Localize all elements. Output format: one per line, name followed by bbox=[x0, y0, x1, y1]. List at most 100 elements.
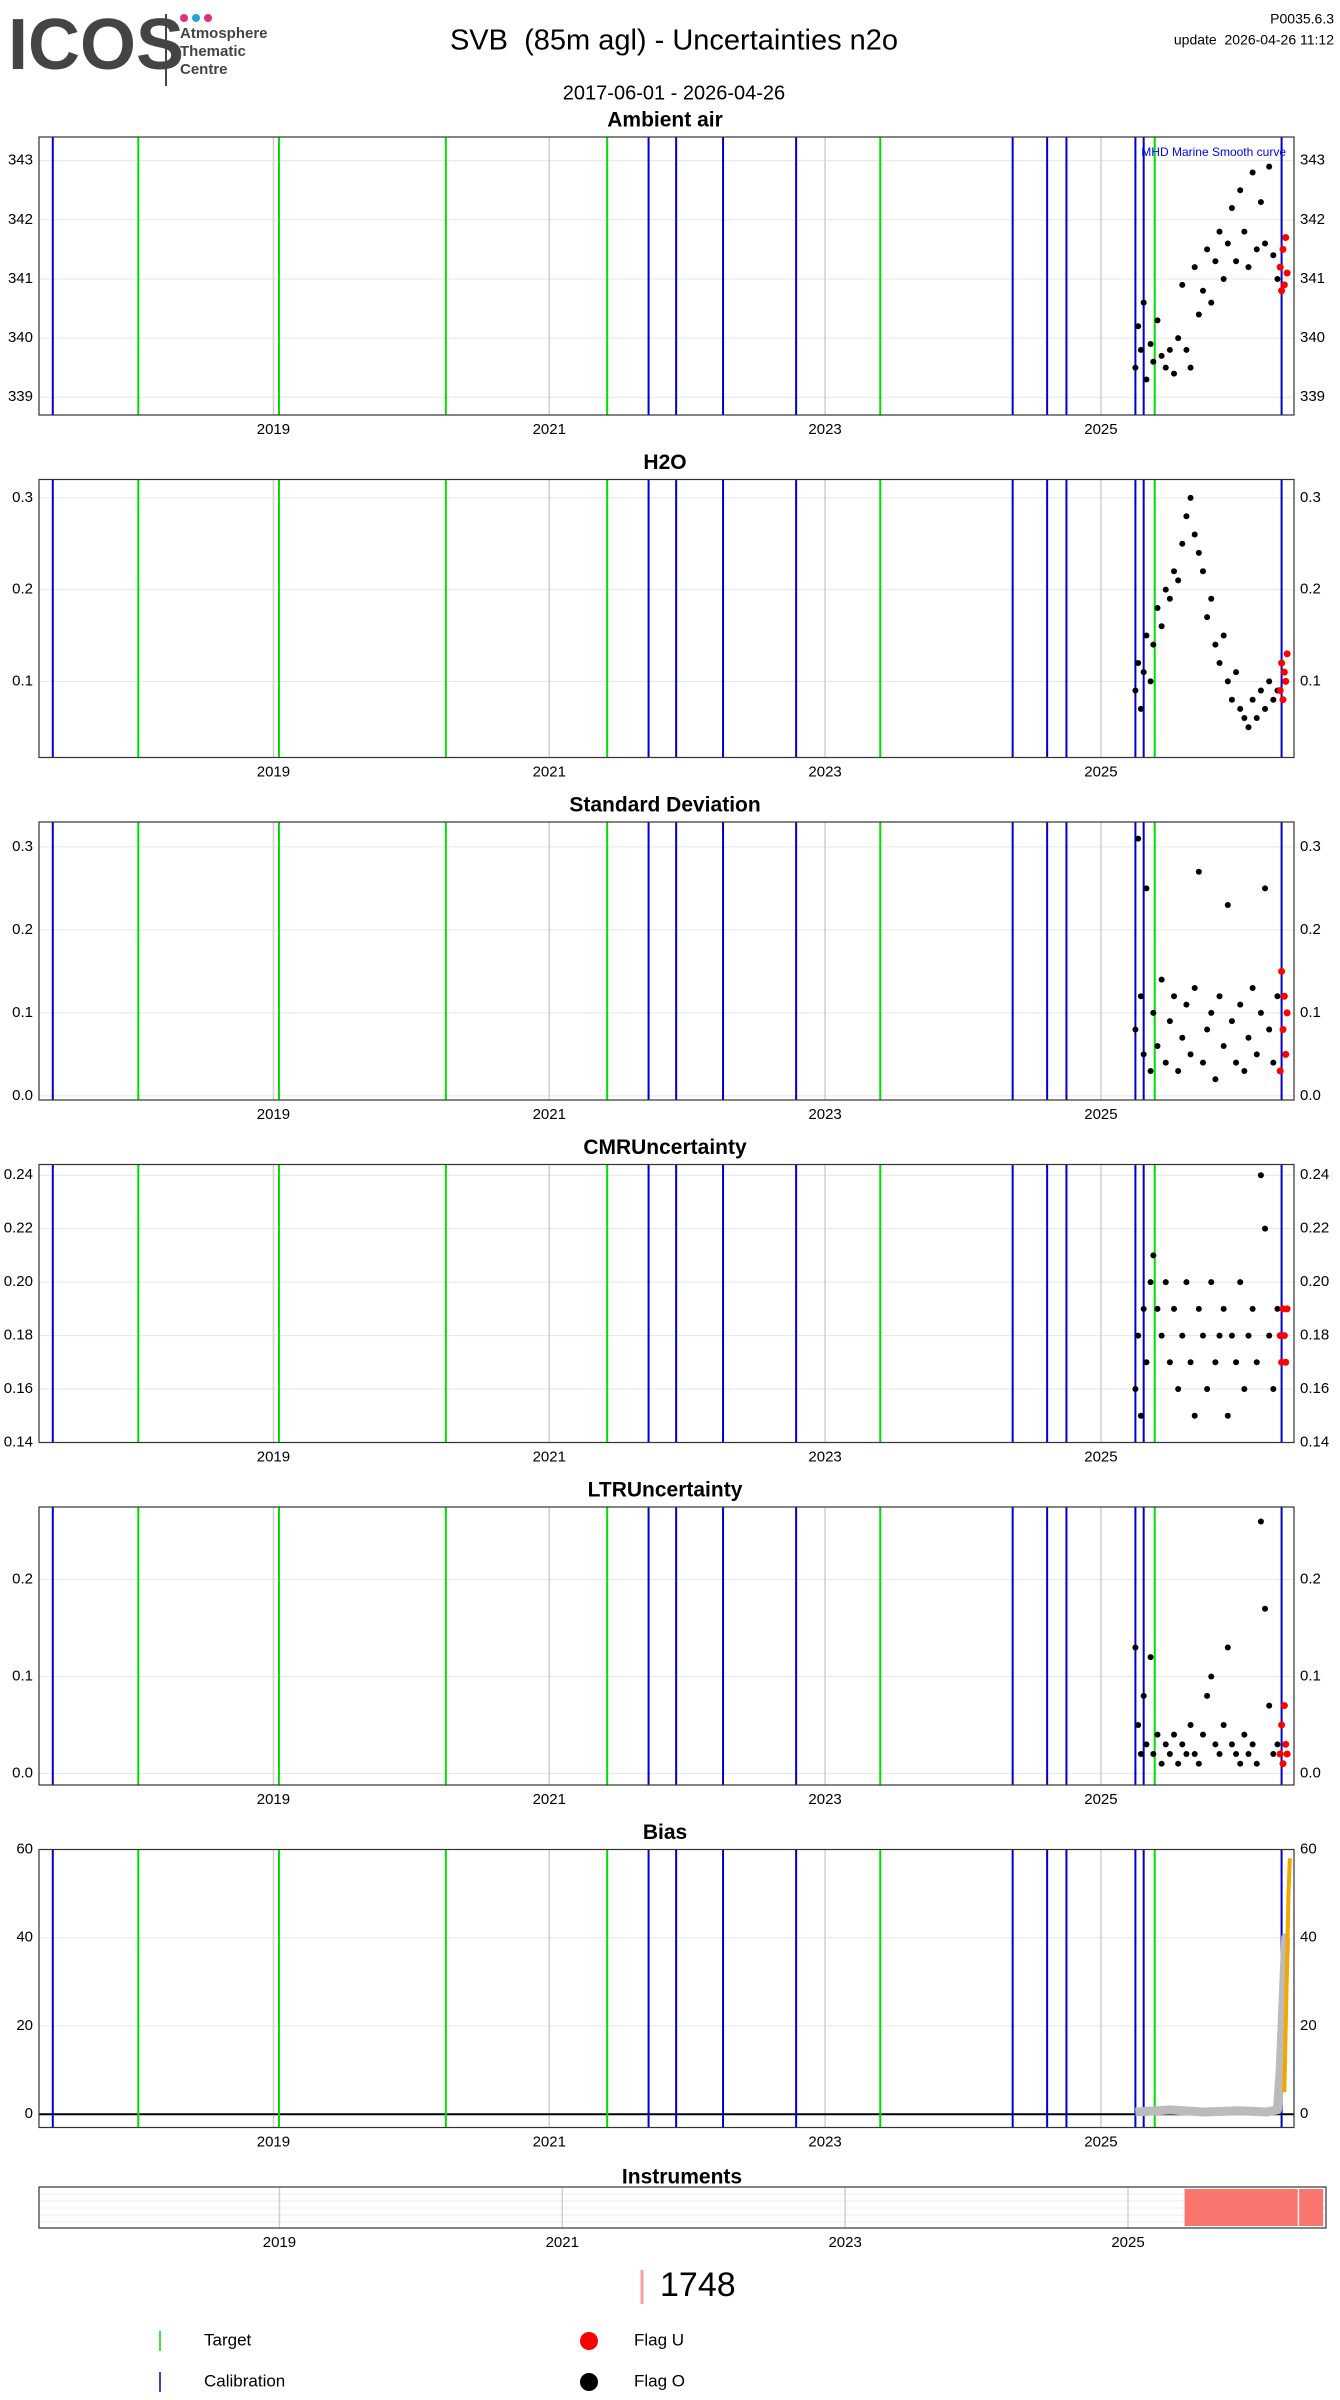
panel-frame bbox=[38, 478, 1295, 759]
y-tick-label-right: 0.2 bbox=[1300, 1571, 1321, 1588]
data-point bbox=[1249, 169, 1256, 176]
logo-dot bbox=[192, 14, 200, 22]
y-tick-label-right: 0.0 bbox=[1300, 1764, 1321, 1781]
panel-frame bbox=[38, 1163, 1295, 1444]
x-tick-label: 2025 bbox=[1084, 2133, 1117, 2150]
data-point bbox=[1274, 993, 1281, 1000]
code: P0035.6.3 bbox=[1270, 11, 1334, 27]
data-point bbox=[1143, 885, 1150, 892]
data-point bbox=[1175, 1386, 1182, 1393]
data-point bbox=[1249, 696, 1256, 703]
period: 2017-06-01 - 2026-04-26 bbox=[563, 82, 785, 104]
flag-point bbox=[1282, 1740, 1290, 1748]
data-point bbox=[1154, 1043, 1161, 1050]
y-tick-label: 0.1 bbox=[12, 1004, 33, 1021]
panel-title: LTRUncertainty bbox=[588, 1479, 743, 1502]
x-tick-label: 2021 bbox=[533, 1791, 566, 1808]
data-point bbox=[1208, 299, 1215, 306]
data-point bbox=[1171, 1305, 1178, 1312]
data-point bbox=[1237, 1279, 1244, 1286]
data-point bbox=[1158, 352, 1165, 359]
y-tick-label-right: 0.22 bbox=[1300, 1220, 1329, 1237]
data-point bbox=[1249, 984, 1256, 991]
data-point bbox=[1143, 632, 1150, 639]
data-point bbox=[1154, 1731, 1161, 1738]
data-point bbox=[1216, 1332, 1223, 1339]
flag-point bbox=[1280, 1702, 1288, 1710]
data-point bbox=[1158, 1332, 1165, 1339]
x-tick-label: 2021 bbox=[533, 1448, 566, 1465]
flag-point bbox=[1283, 1750, 1291, 1758]
data-point bbox=[1262, 1605, 1269, 1612]
flag-point bbox=[1276, 1067, 1284, 1075]
data-point bbox=[1204, 1692, 1211, 1699]
data-point bbox=[1166, 1359, 1173, 1366]
y-tick-label-right: 0 bbox=[1300, 2105, 1308, 2122]
data-point bbox=[1191, 264, 1198, 271]
data-point bbox=[1270, 252, 1277, 259]
data-point bbox=[1135, 1332, 1142, 1339]
flag-point bbox=[1282, 234, 1290, 242]
bias-line bbox=[1135, 1933, 1291, 2117]
y-tick-label-right: 341 bbox=[1300, 270, 1325, 287]
data-point bbox=[1237, 187, 1244, 194]
data-point bbox=[1158, 1760, 1165, 1767]
x-tick-label: 2025 bbox=[1084, 1448, 1117, 1465]
data-point bbox=[1262, 885, 1269, 892]
data-point bbox=[1253, 1051, 1260, 1058]
data-point bbox=[1266, 678, 1273, 685]
data-point bbox=[1228, 696, 1235, 703]
data-point bbox=[1187, 1721, 1194, 1728]
data-point bbox=[1237, 1001, 1244, 1008]
update: update 2026-04-26 11:12 bbox=[1174, 32, 1334, 48]
data-point bbox=[1241, 1386, 1248, 1393]
data-point bbox=[1199, 1731, 1206, 1738]
data-point bbox=[1158, 623, 1165, 630]
data-point bbox=[1154, 317, 1161, 324]
y-tick-label-right: 0.3 bbox=[1300, 489, 1321, 506]
data-point bbox=[1179, 281, 1186, 288]
data-point bbox=[1135, 659, 1142, 666]
y-tick-label: 341 bbox=[8, 270, 33, 287]
data-point bbox=[1208, 1009, 1215, 1016]
data-point bbox=[1171, 568, 1178, 575]
data-point bbox=[1224, 678, 1231, 685]
y-tick-label: 0.3 bbox=[12, 489, 33, 506]
data-point bbox=[1175, 577, 1182, 584]
data-point bbox=[1220, 1043, 1227, 1050]
y-tick-label: 0.20 bbox=[4, 1273, 33, 1290]
flag-point bbox=[1283, 1009, 1291, 1017]
data-point bbox=[1171, 370, 1178, 377]
y-tick-label-right: 339 bbox=[1300, 388, 1325, 405]
data-point bbox=[1191, 984, 1198, 991]
data-point bbox=[1166, 1018, 1173, 1025]
data-point bbox=[1162, 1279, 1169, 1286]
instrument-bar bbox=[1184, 2189, 1298, 2226]
data-point bbox=[1132, 364, 1139, 371]
y-tick-label-right: 0.24 bbox=[1300, 1166, 1329, 1183]
data-point bbox=[1241, 1067, 1248, 1074]
data-point bbox=[1262, 1225, 1269, 1232]
data-point bbox=[1154, 604, 1161, 611]
data-point bbox=[1270, 1059, 1277, 1066]
y-tick-label: 0.22 bbox=[4, 1220, 33, 1237]
annotation: MHD Marine Smooth curve bbox=[1141, 145, 1286, 159]
data-point bbox=[1143, 376, 1150, 383]
data-point bbox=[1162, 1741, 1169, 1748]
panel-title: Ambient air bbox=[607, 109, 723, 132]
data-point bbox=[1135, 1721, 1142, 1728]
flag-point bbox=[1278, 1721, 1286, 1729]
flag-point bbox=[1283, 1305, 1291, 1313]
data-point bbox=[1253, 246, 1260, 253]
data-point bbox=[1150, 358, 1157, 365]
data-point bbox=[1237, 1760, 1244, 1767]
y-tick-label-right: 20 bbox=[1300, 2017, 1317, 2034]
data-point bbox=[1143, 1741, 1150, 1748]
y-tick-label: 339 bbox=[8, 388, 33, 405]
x-tick-label: 2023 bbox=[808, 421, 841, 438]
y-tick-label: 40 bbox=[16, 1929, 33, 1946]
legend-label: Calibration bbox=[204, 2371, 285, 2390]
x-tick-label: 2019 bbox=[263, 2234, 296, 2251]
data-point bbox=[1245, 264, 1252, 271]
y-tick-label-right: 40 bbox=[1300, 1929, 1317, 1946]
